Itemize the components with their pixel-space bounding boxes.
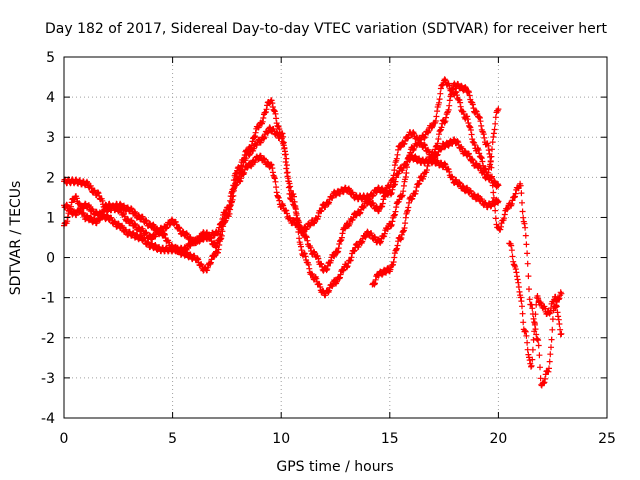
y-tick-label-5: 1 (46, 210, 55, 226)
axis-ticks (63, 56, 608, 419)
y-tick-label-9: 5 (46, 50, 55, 66)
x-tick-label-3: 15 (381, 431, 399, 447)
y-tick-label-8: 4 (46, 90, 55, 106)
x-tick-label-4: 20 (489, 431, 507, 447)
x-tick-label-2: 10 (272, 431, 290, 447)
y-axis-label: SDTVAR / TECUs (8, 181, 24, 296)
data-points (61, 76, 565, 389)
y-tick-labels: -4 -3 -2 -1 0 1 2 3 4 5 (41, 50, 55, 427)
x-tick-label-1: 5 (168, 431, 177, 447)
plot-frame (63, 56, 608, 419)
x-axis-label: GPS time / hours (276, 459, 393, 475)
y-tick-label-3: -1 (41, 291, 55, 307)
y-tick-label-6: 2 (46, 170, 55, 186)
series-track-e (506, 240, 565, 370)
series-marks-track-d (369, 80, 565, 389)
x-tick-label-0: 0 (60, 431, 69, 447)
series-marks-track-a (61, 152, 502, 274)
y-tick-label-4: 0 (46, 251, 55, 267)
grid-lines (64, 57, 607, 418)
chart-title: Day 182 of 2017, Sidereal Day-to-day VTE… (45, 21, 607, 37)
x-tick-labels: 0 5 10 15 20 25 (60, 431, 616, 447)
series-marks-track-e (506, 240, 565, 370)
y-tick-label-2: -2 (41, 331, 55, 347)
y-tick-label-0: -4 (41, 411, 55, 427)
series-track-a (61, 152, 502, 274)
y-tick-label-7: 3 (46, 130, 55, 146)
y-tick-label-1: -3 (41, 371, 55, 387)
series-track-d (369, 80, 565, 389)
x-tick-label-5: 25 (598, 431, 616, 447)
